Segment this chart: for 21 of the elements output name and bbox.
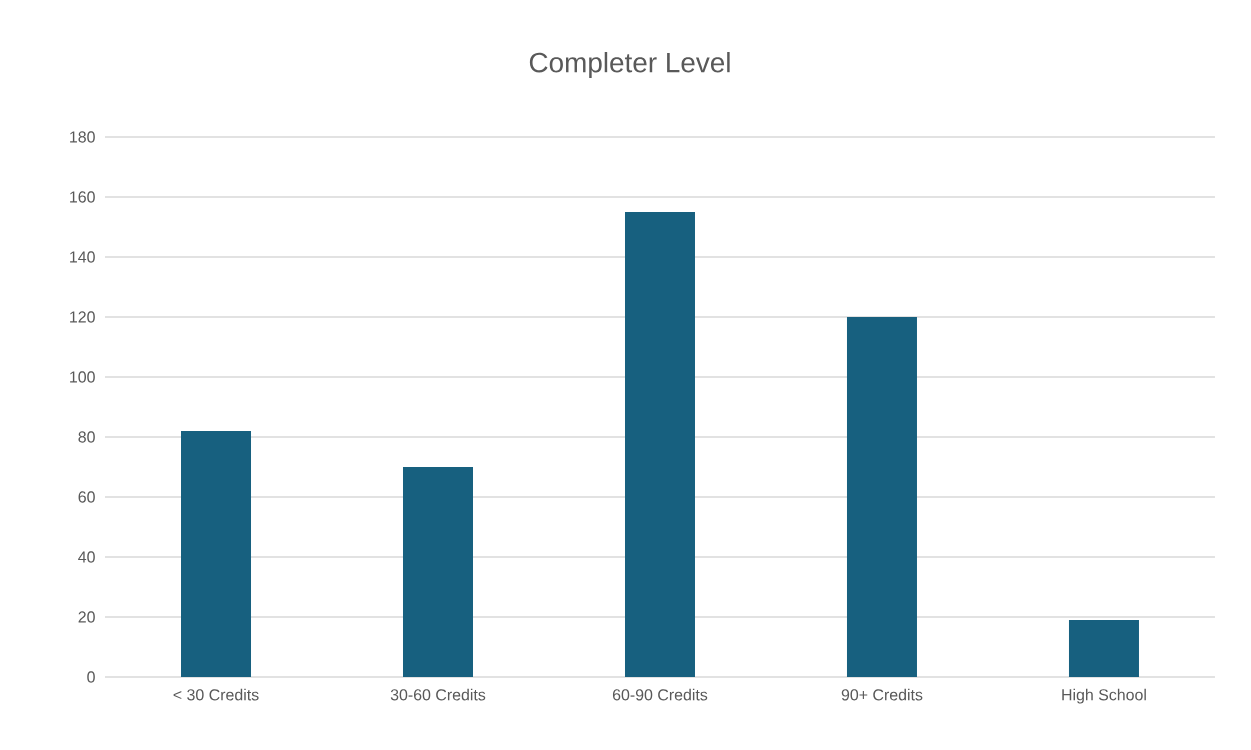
y-tick-label: 180 — [70, 131, 95, 143]
x-tick-label: High School — [1062, 688, 1146, 704]
y-tick-label: 60 — [78, 491, 95, 503]
x-tick-label: 60-90 Credits — [612, 688, 708, 701]
y-tick-label: 160 — [70, 191, 95, 203]
x-tick-label: < 30 Credits — [173, 688, 259, 701]
bar — [181, 430, 252, 677]
y-tick-label: 140 — [70, 251, 95, 263]
bar — [846, 316, 917, 677]
bar — [624, 211, 695, 677]
x-tick-label: 90+ Credits — [841, 688, 923, 701]
y-tick-label: 100 — [70, 371, 95, 383]
y-tick-label: 0 — [87, 671, 95, 683]
y-tick-label: 80 — [78, 431, 95, 443]
bar — [1068, 619, 1139, 677]
chart-title: Completer Level — [529, 52, 730, 78]
y-tick-label: 120 — [70, 311, 95, 323]
bar — [403, 466, 473, 677]
y-tick-label: 20 — [78, 611, 95, 623]
y-tick-label: 40 — [78, 551, 95, 563]
x-tick-label: 30-60 Credits — [390, 688, 486, 701]
